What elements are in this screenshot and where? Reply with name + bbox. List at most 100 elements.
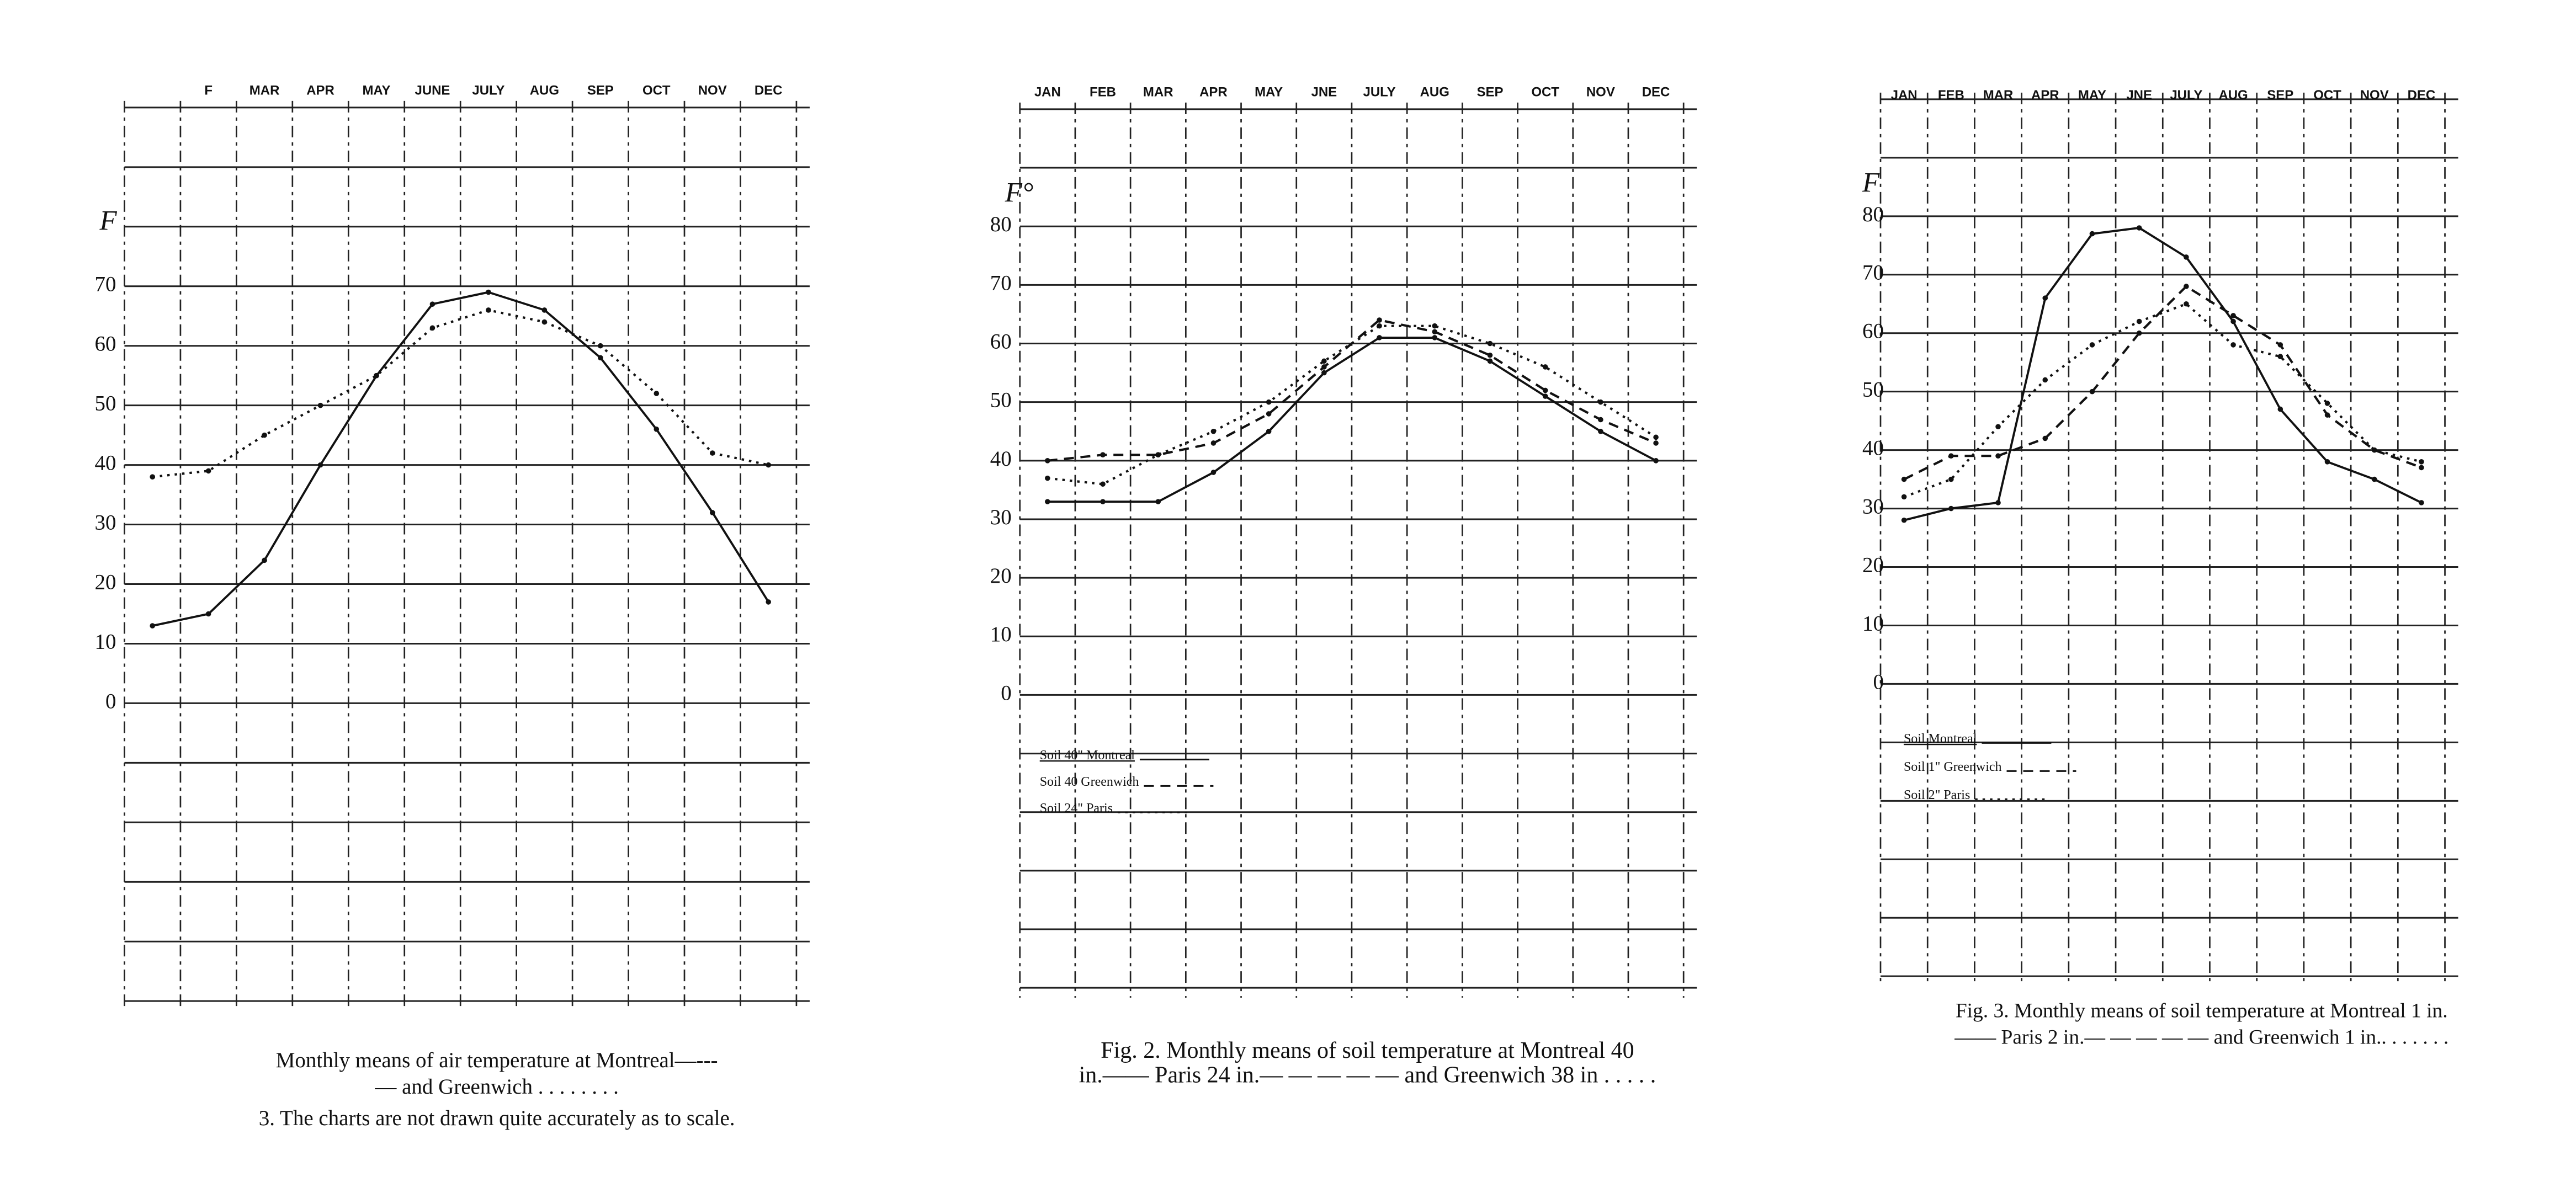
x-tick-label: AUG (2218, 88, 2248, 103)
series-line (1903, 285, 2422, 481)
data-point (766, 599, 771, 605)
x-tick-label: F (204, 83, 213, 98)
legend-label: Soil 2" Paris (1904, 788, 1970, 802)
x-tick-label: SEP (2267, 88, 2293, 103)
data-point (1487, 340, 1493, 347)
y-tick-label: 20 (95, 570, 116, 594)
data-point (1542, 387, 1548, 393)
x-tick-label: MAR (249, 83, 280, 98)
data-point (1100, 499, 1106, 504)
data-point (1901, 494, 1907, 500)
data-point (1948, 476, 1954, 482)
y-tick-label: 30 (95, 511, 116, 535)
data-point (1210, 428, 1217, 434)
y-axis-label: F (99, 206, 117, 237)
y-tick-label: 30 (990, 505, 1012, 529)
y-tick-label: 0 (1873, 670, 1884, 694)
caption: in.—— Paris 24 in.— — — — — and Greenwic… (1079, 1063, 1656, 1088)
y-axis-label: F (1862, 168, 1880, 199)
legend-label: Soil 40" Montreal (1040, 748, 1135, 763)
data-point (1432, 329, 1438, 335)
x-tick-label: MAY (1255, 84, 1283, 99)
x-tick-label: SEP (587, 83, 614, 98)
y-tick-label: 80 (990, 212, 1012, 236)
y-tick-label: 40 (95, 451, 116, 475)
data-point (2324, 412, 2330, 418)
caption: —— Paris 2 in.— — — — — and Greenwich 1 … (1954, 1026, 2448, 1049)
data-point (2136, 330, 2142, 336)
data-point (2371, 447, 2377, 453)
data-point (317, 462, 323, 468)
data-point (2089, 231, 2095, 237)
x-tick-label: MAR (1983, 88, 2014, 103)
y-tick-label: 60 (1862, 319, 1884, 343)
data-point (2089, 388, 2095, 395)
x-tick-label: APR (1199, 84, 1228, 99)
data-point (1266, 428, 1272, 434)
y-tick-label: 70 (1862, 261, 1884, 285)
y-tick-label: 50 (1862, 378, 1884, 402)
y-tick-label: 80 (1862, 203, 1884, 226)
data-point (1598, 399, 1603, 405)
data-point (709, 450, 715, 456)
legend-label: Soil 24" Paris (1040, 801, 1113, 816)
data-point (1653, 434, 1659, 440)
y-tick-label: 0 (1001, 681, 1011, 705)
y-tick-label: 30 (1862, 495, 1884, 519)
caption: Fig. 3. Monthly means of soil temperatur… (1956, 1000, 2448, 1022)
data-point (1266, 411, 1272, 417)
data-point (2419, 500, 2424, 505)
data-point (2419, 465, 2424, 471)
x-tick-label: MAY (362, 83, 390, 98)
data-point (1100, 452, 1106, 457)
data-point (1653, 458, 1659, 464)
data-point (2042, 295, 2048, 301)
series-line (1047, 337, 1657, 503)
data-point (598, 343, 603, 349)
y-tick-label: 70 (95, 273, 116, 296)
series-line (1903, 302, 2422, 498)
data-point (262, 557, 267, 563)
series-line (152, 291, 769, 627)
data-point (1377, 317, 1382, 323)
x-tick-label: DEC (755, 83, 783, 98)
data-point (1487, 352, 1493, 358)
y-tick-label: 70 (990, 271, 1012, 295)
data-point (1155, 452, 1161, 457)
data-point (654, 427, 660, 432)
y-axis-label: F° (1005, 178, 1034, 209)
series-line (1047, 318, 1656, 462)
data-point (2042, 435, 2048, 441)
data-point (2136, 318, 2142, 324)
data-point (205, 468, 211, 474)
series-line (152, 308, 769, 478)
x-tick-label: JULY (472, 83, 504, 98)
data-point (1598, 417, 1603, 423)
series-line (1904, 226, 2422, 521)
data-point (1377, 323, 1382, 329)
y-tick-label: 40 (990, 447, 1012, 471)
y-tick-label: 20 (1862, 553, 1884, 577)
x-tick-label: JAN (1891, 88, 1918, 103)
legend-label: Soil Montreal (1904, 732, 1977, 746)
data-point (2371, 476, 2377, 482)
data-point (1598, 428, 1603, 434)
data-point (766, 462, 771, 468)
data-point (598, 355, 603, 361)
data-point (486, 289, 491, 295)
y-tick-label: 10 (95, 630, 116, 653)
data-point (2277, 354, 2283, 359)
x-tick-label: JAN (1034, 84, 1061, 99)
caption: Fig. 2. Monthly means of soil temperatur… (1101, 1038, 1634, 1063)
chart: 0 10 20 30 40 50 60 70 80 F JAN FEB MAR APR MAY JNE JULY… (1862, 88, 2458, 1049)
x-tick-label: SEP (1476, 84, 1503, 99)
data-point (317, 402, 323, 408)
data-point (429, 301, 435, 307)
data-point (1487, 358, 1493, 364)
data-point (1901, 517, 1907, 523)
x-tick-label: APR (2031, 88, 2059, 103)
x-tick-label: DEC (2408, 88, 2436, 103)
data-point (2277, 406, 2283, 412)
